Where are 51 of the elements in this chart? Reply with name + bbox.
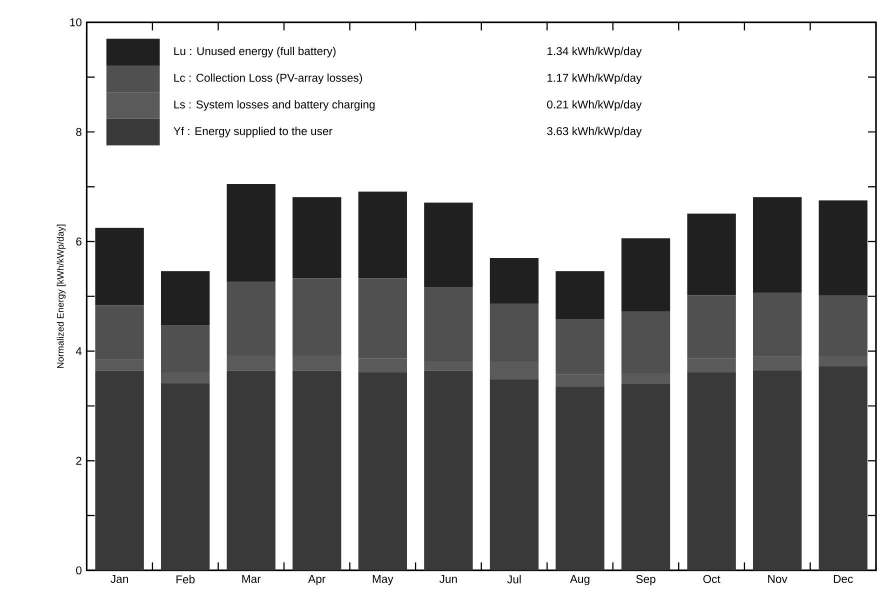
y-tick-label: 4 — [76, 347, 82, 356]
x-tick-label: Aug — [570, 575, 590, 586]
bar — [226, 184, 276, 282]
bar — [753, 370, 802, 570]
annotation: 1.34 kWh/kWp/day — [548, 46, 642, 58]
bar — [490, 379, 539, 570]
bar — [753, 197, 802, 292]
bar — [424, 370, 473, 570]
y-tick-label: 8 — [76, 128, 82, 136]
bar — [621, 238, 670, 312]
bar — [292, 370, 342, 570]
bar — [226, 370, 276, 570]
y-tick-label: 2 — [76, 456, 82, 465]
bar — [687, 372, 736, 570]
bar — [95, 228, 144, 306]
y-axis-title: Normalized Energy [kWh/kWp/day] — [56, 224, 66, 368]
x-tick-label: Jul — [507, 575, 521, 584]
x-tick-label: Oct — [703, 575, 720, 584]
bar — [358, 192, 408, 278]
legend-label: Yf : Energy supplied to the user — [174, 126, 332, 138]
bar — [621, 384, 670, 570]
legend-label: Lc : Collection Loss (PV-array losses) — [174, 73, 362, 84]
y-tick-label: 10 — [70, 18, 82, 26]
annotation: 3.63 kWh/kWp/day — [547, 126, 642, 138]
annotation: 1.17 kWh/kWp/day — [548, 73, 642, 84]
y-tick-label: 0 — [76, 566, 82, 574]
bar — [490, 258, 539, 304]
x-tick-label: Sep — [636, 575, 656, 586]
annotation: 0.21 kWh/kWp/day — [547, 100, 642, 111]
bar — [358, 372, 408, 570]
legend-label: Lu : Unused energy (full battery) — [174, 46, 336, 58]
bar — [818, 200, 868, 296]
bar — [292, 197, 342, 278]
bar — [424, 202, 473, 288]
x-tick-label: Nov — [768, 575, 788, 583]
bar — [818, 366, 868, 570]
bar — [687, 214, 736, 296]
legend-label: Ls : System losses and battery charging — [174, 100, 375, 111]
x-tick-label: Feb — [176, 575, 195, 584]
x-tick-label: Apr — [308, 575, 326, 586]
bar — [161, 383, 210, 570]
bar — [556, 271, 604, 320]
bar — [556, 386, 604, 570]
x-tick-label: Jun — [439, 575, 457, 583]
bar — [95, 370, 144, 570]
bar — [161, 271, 210, 326]
x-tick-label: Mar — [242, 575, 261, 583]
y-tick-label: 6 — [76, 238, 82, 246]
x-tick-label: Jan — [110, 575, 128, 583]
x-tick-label: May — [372, 575, 394, 586]
x-tick-label: Dec — [834, 575, 853, 583]
